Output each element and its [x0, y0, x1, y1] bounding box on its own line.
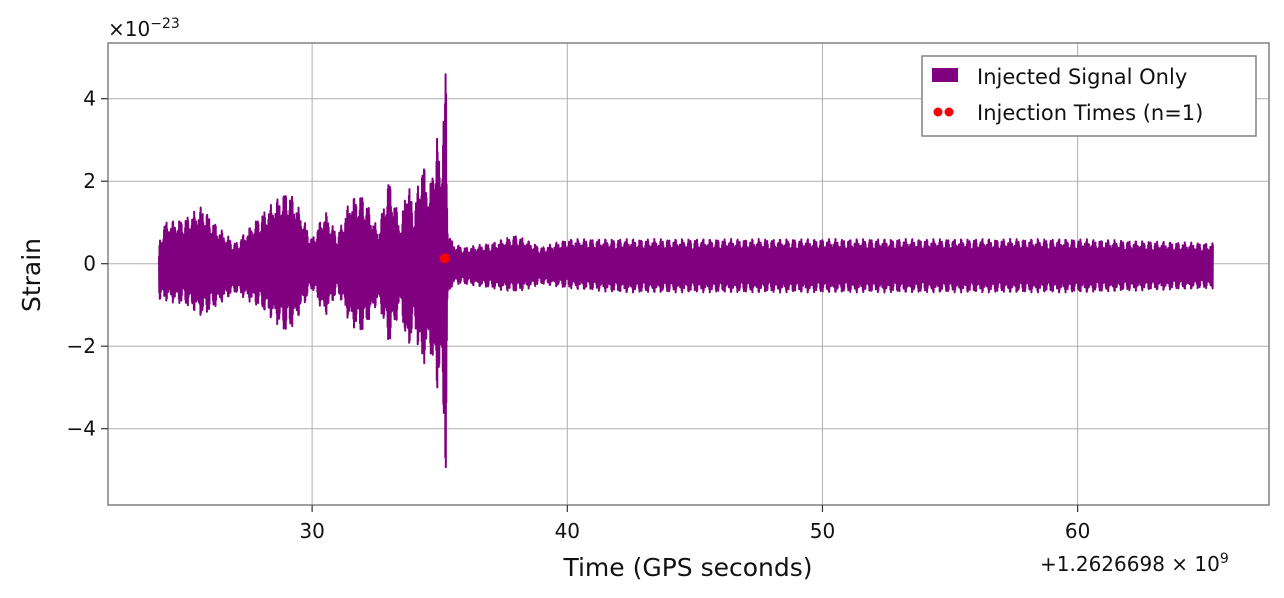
x-tick-label: 60 [1065, 519, 1090, 543]
x-axis: 30 40 50 60 [299, 505, 1090, 543]
plot-frame [107, 42, 1270, 506]
y-axis: 4 2 0 −2 −4 [67, 87, 108, 441]
legend-label-signal: Injected Signal Only [977, 65, 1187, 89]
signal-series [158, 73, 1214, 469]
y-tick-label: 0 [83, 252, 96, 276]
injection-point [439, 253, 450, 264]
x-tick-label: 50 [810, 519, 835, 543]
strain-line [158, 73, 1214, 469]
y-tick-label: −4 [67, 417, 96, 441]
y-scale-label: ×10−23 [108, 16, 180, 41]
y-tick-label: 2 [83, 169, 96, 193]
x-tick-label: 30 [299, 519, 324, 543]
legend-box [921, 55, 1257, 137]
y-axis-title: Strain [17, 238, 46, 312]
y-tick-label: 4 [83, 87, 96, 111]
legend-marker-injection [933, 107, 943, 117]
legend-marker-injection [944, 107, 954, 117]
legend: Injected Signal Only Injection Times (n=… [921, 55, 1257, 137]
x-tick-label: 40 [555, 519, 580, 543]
legend-label-injection: Injection Times (n=1) [977, 101, 1203, 125]
y-tick-label: −2 [67, 334, 96, 358]
legend-swatch-signal [932, 68, 958, 82]
injection-markers [439, 253, 450, 264]
x-axis-title: Time (GPS seconds) [562, 553, 812, 582]
x-offset-label: +1.2626698 × 109 [1040, 551, 1229, 576]
